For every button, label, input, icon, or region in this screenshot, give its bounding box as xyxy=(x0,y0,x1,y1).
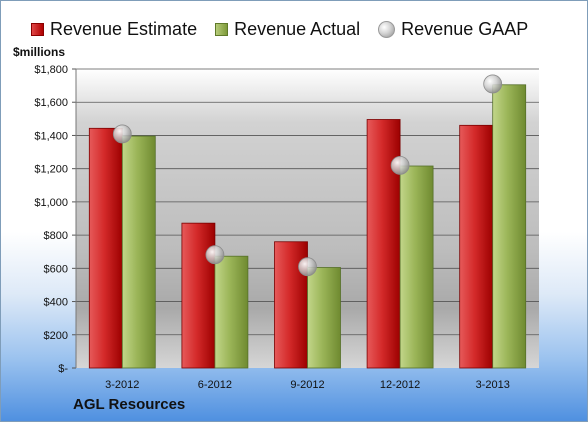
x-tick-label: 3-2013 xyxy=(476,379,510,391)
y-tick-label: $- xyxy=(58,363,68,375)
company-name: AGL Resources xyxy=(73,396,186,413)
y-tick-label: $1,600 xyxy=(34,97,68,109)
legend-item-actual: Revenue Actual xyxy=(215,19,360,40)
point-revenue-gaap xyxy=(112,124,132,144)
bars xyxy=(88,74,527,369)
point-revenue-gaap xyxy=(390,155,410,175)
point-revenue-gaap xyxy=(483,74,503,94)
y-axis-ticks: $- $200 $400 $600 $800 $1,000 $1,200 $1,400 $1,6… xyxy=(34,64,68,375)
bar-revenue-actual xyxy=(121,135,156,369)
legend-swatch-estimate xyxy=(31,22,44,36)
x-tick-label: 12-2012 xyxy=(380,379,420,391)
legend-item-estimate: Revenue Estimate xyxy=(31,19,197,40)
point-revenue-gaap xyxy=(298,257,317,277)
y-tick-label: $800 xyxy=(44,230,68,242)
legend-swatch-gaap xyxy=(378,20,396,38)
x-tick-label: 3-2012 xyxy=(105,379,139,391)
bar-revenue-actual xyxy=(399,165,434,369)
y-tick-label: $400 xyxy=(44,297,68,309)
legend: Revenue Estimate Revenue Actual Revenue … xyxy=(31,17,577,41)
y-unit-label: $millions xyxy=(13,45,66,59)
bar-revenue-actual xyxy=(492,84,527,369)
x-tick-label: 9-2012 xyxy=(290,379,324,391)
y-tick-label: $1,400 xyxy=(34,130,68,142)
bar-revenue-actual xyxy=(307,267,341,369)
bar-revenue-estimate xyxy=(181,222,216,369)
bar-revenue-actual xyxy=(214,255,249,369)
y-tick-label: $1,800 xyxy=(34,64,68,76)
x-tick-label: 6-2012 xyxy=(198,379,232,391)
bar-revenue-estimate xyxy=(459,124,494,369)
bar-revenue-estimate xyxy=(88,127,123,369)
y-tick-label: $600 xyxy=(44,263,68,275)
point-revenue-gaap xyxy=(205,245,225,265)
y-tick-label: $1,200 xyxy=(34,164,68,176)
x-axis-ticks: 3-2012 6-2012 9-2012 12-2012 3-2013 xyxy=(105,379,510,391)
legend-label-actual: Revenue Actual xyxy=(234,18,361,39)
legend-swatch-actual xyxy=(215,22,229,36)
y-tick-label: $1,000 xyxy=(34,197,68,209)
y-tick-label: $200 xyxy=(44,330,68,342)
legend-label-estimate: Revenue Estimate xyxy=(50,18,198,39)
bar-revenue-estimate xyxy=(366,119,401,369)
legend-item-gaap: Revenue GAAP xyxy=(378,19,528,40)
legend-label-gaap: Revenue GAAP xyxy=(401,18,529,39)
